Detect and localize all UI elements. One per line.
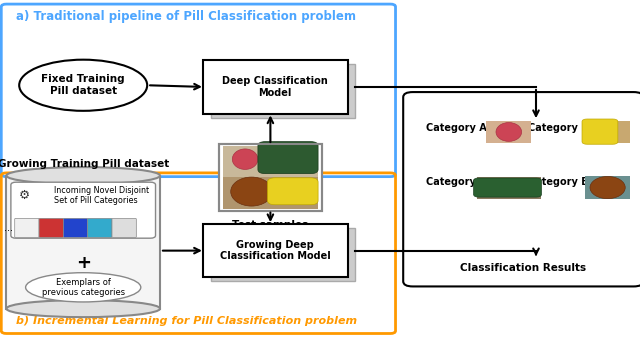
Text: Category B: Category B — [426, 177, 486, 188]
FancyBboxPatch shape — [39, 218, 63, 237]
FancyBboxPatch shape — [6, 176, 160, 309]
Bar — [585, 121, 630, 143]
FancyBboxPatch shape — [15, 218, 39, 237]
FancyBboxPatch shape — [219, 144, 322, 211]
Bar — [477, 177, 541, 199]
Ellipse shape — [496, 122, 522, 141]
Text: Category A: Category A — [426, 123, 486, 133]
Ellipse shape — [232, 149, 258, 169]
FancyBboxPatch shape — [203, 224, 348, 277]
Bar — [585, 176, 630, 199]
Text: Exemplars of
previous categories: Exemplars of previous categories — [42, 278, 125, 297]
Ellipse shape — [590, 176, 625, 198]
Ellipse shape — [26, 273, 141, 302]
Text: Category D: Category D — [527, 123, 589, 133]
Text: Growing Training Pill dataset: Growing Training Pill dataset — [0, 159, 169, 169]
Ellipse shape — [230, 177, 273, 206]
Text: a) Traditional pipeline of Pill Classification problem: a) Traditional pipeline of Pill Classifi… — [16, 10, 356, 23]
FancyBboxPatch shape — [268, 178, 318, 205]
Text: ...: ... — [4, 223, 13, 233]
FancyBboxPatch shape — [582, 119, 618, 144]
Ellipse shape — [6, 167, 160, 184]
FancyBboxPatch shape — [63, 218, 88, 237]
Text: b) Incremental Learning for Pill Classification problem: b) Incremental Learning for Pill Classif… — [16, 316, 357, 326]
Bar — [223, 177, 318, 209]
FancyBboxPatch shape — [403, 92, 640, 286]
FancyBboxPatch shape — [474, 178, 541, 197]
FancyBboxPatch shape — [211, 64, 355, 118]
Text: ⚙: ⚙ — [19, 189, 30, 202]
Text: Test samples: Test samples — [232, 220, 308, 230]
FancyBboxPatch shape — [258, 142, 318, 174]
FancyBboxPatch shape — [211, 228, 355, 281]
FancyBboxPatch shape — [11, 182, 156, 238]
Text: Incoming Novel Disjoint
Set of Pill Categories: Incoming Novel Disjoint Set of Pill Cate… — [54, 186, 150, 205]
Text: Classification Results: Classification Results — [460, 263, 586, 273]
Ellipse shape — [19, 60, 147, 111]
Bar — [223, 146, 318, 177]
Text: Category E: Category E — [527, 177, 588, 188]
FancyBboxPatch shape — [88, 218, 112, 237]
Text: Fixed Training
Pill dataset: Fixed Training Pill dataset — [42, 74, 125, 96]
FancyBboxPatch shape — [112, 218, 136, 237]
Bar — [486, 121, 531, 143]
Text: Deep Classification
Model: Deep Classification Model — [222, 76, 328, 98]
FancyBboxPatch shape — [203, 60, 348, 114]
Text: Growing Deep
Classification Model: Growing Deep Classification Model — [220, 240, 331, 262]
Text: +: + — [76, 254, 91, 272]
Ellipse shape — [6, 300, 160, 317]
